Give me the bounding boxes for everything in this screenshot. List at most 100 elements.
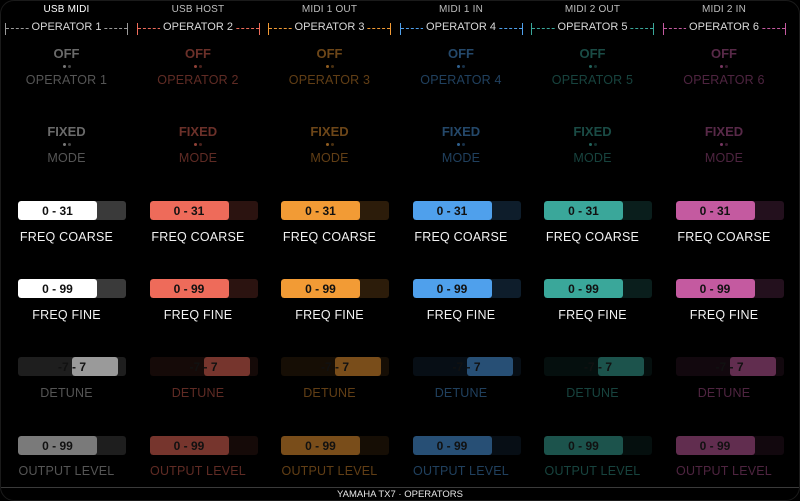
operator-toggle[interactable]: OFF bbox=[316, 46, 343, 61]
freq-coarse-label: FREQ COARSE bbox=[414, 230, 508, 244]
freq-coarse-fill: 0 - 31 bbox=[675, 201, 755, 220]
toggle-label: OPERATOR 3 bbox=[288, 73, 371, 87]
operator-column-3: MIDI 1 OUT OPERATOR 3 OFF OPERATOR 3 FIX… bbox=[264, 1, 395, 487]
mode-label: MODE bbox=[573, 151, 612, 165]
output-level-label: OUTPUT LEVEL bbox=[281, 464, 378, 478]
toggle-dots bbox=[194, 65, 202, 68]
mode-label: MODE bbox=[441, 151, 481, 165]
mode-toggle[interactable]: FIXED bbox=[704, 124, 744, 139]
detune-knob[interactable] bbox=[466, 357, 513, 376]
freq-fine-range[interactable]: 0 - 99 bbox=[18, 279, 126, 298]
freq-fine-label: FREQ FINE bbox=[689, 308, 759, 322]
toggle-dots bbox=[325, 65, 334, 68]
freq-fine-range[interactable]: 0 - 99 bbox=[149, 279, 258, 298]
freq-coarse-label: FREQ COARSE bbox=[151, 230, 245, 244]
detune-range[interactable]: -7 - 7 bbox=[675, 357, 784, 376]
freq-coarse-fill: 0 - 31 bbox=[18, 201, 97, 220]
operator-column-5: MIDI 2 OUT OPERATOR 5 OFF OPERATOR 5 FIX… bbox=[527, 1, 658, 487]
freq-coarse-fill: 0 - 31 bbox=[149, 201, 229, 220]
toggle-label: OPERATOR 4 bbox=[420, 73, 502, 87]
freq-fine-range[interactable]: 0 - 99 bbox=[675, 279, 784, 298]
port-tab[interactable]: USB HOST bbox=[171, 4, 225, 15]
detune-range[interactable]: -7 - 7 bbox=[544, 357, 652, 376]
freq-coarse-range[interactable]: 0 - 31 bbox=[675, 201, 784, 220]
freq-coarse-range[interactable]: 0 - 31 bbox=[149, 201, 258, 220]
detune-knob[interactable] bbox=[203, 357, 250, 376]
output-level-range[interactable]: 0 - 99 bbox=[544, 436, 652, 455]
toggle-dots bbox=[720, 65, 728, 68]
mode-toggle[interactable]: FIXED bbox=[47, 124, 86, 139]
port-tab[interactable]: MIDI 1 IN bbox=[438, 4, 484, 15]
detune-knob[interactable] bbox=[72, 357, 118, 376]
freq-fine-fill: 0 - 99 bbox=[675, 279, 755, 298]
freq-coarse-range[interactable]: 0 - 31 bbox=[412, 201, 521, 220]
freq-fine-range[interactable]: 0 - 99 bbox=[544, 279, 652, 298]
detune-label: DETUNE bbox=[697, 386, 751, 400]
detune-range[interactable]: -7 - 7 bbox=[412, 357, 521, 376]
operator-toggle[interactable]: OFF bbox=[185, 46, 211, 61]
detune-knob[interactable] bbox=[729, 357, 776, 376]
freq-fine-fill: 0 - 99 bbox=[18, 279, 97, 298]
freq-fine-label: FREQ FINE bbox=[32, 308, 101, 322]
operator-toggle[interactable]: OFF bbox=[579, 46, 606, 61]
toggle-dots bbox=[62, 65, 71, 68]
mode-dots bbox=[325, 143, 334, 146]
mode-label: MODE bbox=[178, 151, 218, 165]
detune-knob[interactable] bbox=[335, 357, 381, 376]
mode-toggle[interactable]: FIXED bbox=[310, 124, 349, 139]
operator-toggle[interactable]: OFF bbox=[53, 46, 80, 61]
freq-fine-fill: 0 - 99 bbox=[281, 279, 360, 298]
port-tab[interactable]: MIDI 1 OUT bbox=[301, 4, 358, 15]
mode-toggle[interactable]: FIXED bbox=[441, 124, 481, 139]
freq-coarse-label: FREQ COARSE bbox=[19, 230, 114, 244]
toggle-dots bbox=[457, 65, 465, 68]
freq-fine-label: FREQ FINE bbox=[558, 308, 627, 322]
freq-fine-fill: 0 - 99 bbox=[149, 279, 229, 298]
output-level-fill: 0 - 99 bbox=[675, 436, 755, 455]
toggle-label: OPERATOR 5 bbox=[551, 73, 634, 87]
freq-fine-range[interactable]: 0 - 99 bbox=[281, 279, 389, 298]
output-level-label: OUTPUT LEVEL bbox=[413, 464, 509, 478]
output-level-fill: 0 - 99 bbox=[281, 436, 360, 455]
freq-fine-range[interactable]: 0 - 99 bbox=[412, 279, 521, 298]
output-level-range[interactable]: 0 - 99 bbox=[18, 436, 126, 455]
toggle-dots bbox=[588, 65, 597, 68]
detune-value: -7 - 7 bbox=[452, 359, 481, 374]
port-tab[interactable]: MIDI 2 IN bbox=[701, 4, 747, 15]
operator-toggle[interactable]: OFF bbox=[711, 46, 737, 61]
operator-column-6: MIDI 2 IN OPERATOR 6 OFF OPERATOR 6 FIXE… bbox=[659, 1, 790, 487]
detune-value: -7 - 7 bbox=[189, 359, 218, 374]
detune-knob[interactable] bbox=[598, 357, 644, 376]
freq-coarse-range[interactable]: 0 - 31 bbox=[544, 201, 652, 220]
output-level-label: OUTPUT LEVEL bbox=[150, 464, 246, 478]
output-level-range[interactable]: 0 - 99 bbox=[675, 436, 784, 455]
mode-toggle[interactable]: FIXED bbox=[178, 124, 218, 139]
port-tab[interactable]: MIDI 2 OUT bbox=[564, 4, 621, 15]
operator-header: OPERATOR 5 bbox=[554, 21, 631, 33]
detune-value: -7 - 7 bbox=[715, 359, 744, 374]
detune-range[interactable]: -7 - 7 bbox=[149, 357, 258, 376]
detune-range[interactable]: -7 - 7 bbox=[281, 357, 389, 376]
freq-coarse-label: FREQ COARSE bbox=[677, 230, 771, 244]
output-level-fill: 0 - 99 bbox=[544, 436, 623, 455]
operator-column-2: USB HOST OPERATOR 2 OFF OPERATOR 2 FIXED… bbox=[133, 1, 264, 487]
output-level-range[interactable]: 0 - 99 bbox=[149, 436, 258, 455]
mode-dots bbox=[62, 143, 71, 146]
freq-coarse-range[interactable]: 0 - 31 bbox=[18, 201, 126, 220]
operator-header: OPERATOR 4 bbox=[423, 21, 499, 33]
freq-coarse-label: FREQ COARSE bbox=[545, 230, 640, 244]
toggle-label: OPERATOR 6 bbox=[683, 73, 765, 87]
freq-fine-label: FREQ FINE bbox=[426, 308, 496, 322]
freq-coarse-range[interactable]: 0 - 31 bbox=[281, 201, 389, 220]
port-tab[interactable]: USB MIDI bbox=[43, 4, 90, 15]
operator-toggle[interactable]: OFF bbox=[448, 46, 474, 61]
output-level-fill: 0 - 99 bbox=[412, 436, 492, 455]
mode-toggle[interactable]: FIXED bbox=[573, 124, 612, 139]
detune-label: DETUNE bbox=[566, 386, 619, 400]
detune-range[interactable]: -7 - 7 bbox=[18, 357, 126, 376]
output-level-range[interactable]: 0 - 99 bbox=[281, 436, 389, 455]
output-level-range[interactable]: 0 - 99 bbox=[412, 436, 521, 455]
output-level-label: OUTPUT LEVEL bbox=[18, 464, 115, 478]
operator-column-1: USB MIDI OPERATOR 1 OFF OPERATOR 1 FIXED… bbox=[1, 1, 132, 487]
